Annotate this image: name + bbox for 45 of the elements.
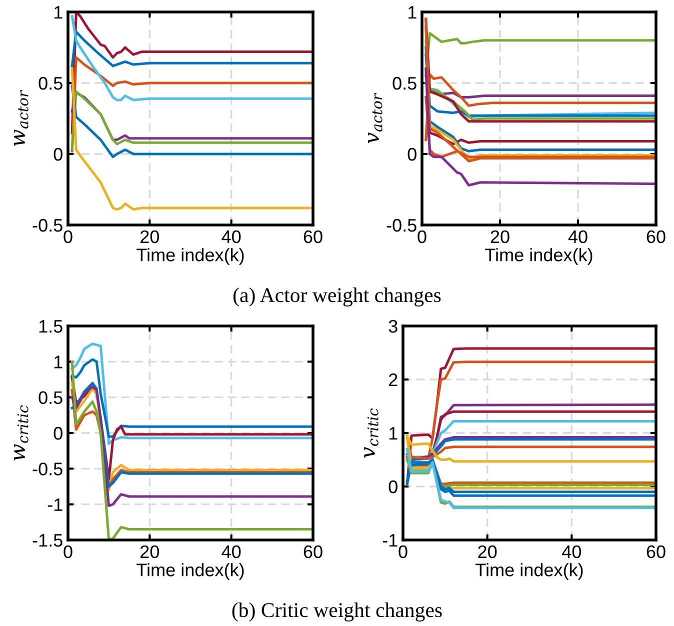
y-tick-label: 1 xyxy=(54,356,62,368)
x-tick-label: 60 xyxy=(304,230,322,244)
x-tick-label: 40 xyxy=(568,230,588,244)
y-tick-label: -1 xyxy=(48,498,62,511)
y-axis-title: w$_{actor}$ xyxy=(14,90,28,146)
y-tick-label: 0.5 xyxy=(392,76,416,90)
x-tick-label: 40 xyxy=(222,230,241,244)
y-tick-label: -0.5 xyxy=(32,218,62,232)
x-tick-label: 20 xyxy=(140,545,160,558)
y-tick-label: 1 xyxy=(408,6,416,19)
x-tick-label: 20 xyxy=(478,545,497,558)
x-tick-label: 40 xyxy=(562,545,582,558)
x-tick-label: 0 xyxy=(64,545,72,558)
y-tick-label: -0.5 xyxy=(386,218,416,232)
x-tick-label: 20 xyxy=(490,230,510,244)
y-tick-label: 1 xyxy=(54,6,62,19)
x-axis-title: Time index(k) xyxy=(136,563,244,580)
x-tick-label: 60 xyxy=(646,545,666,558)
y-tick-label: 0 xyxy=(54,148,62,161)
x-axis-title: Time index(k) xyxy=(485,248,592,265)
x-tick-label: 20 xyxy=(140,230,160,244)
x-axis-title: Time index(k) xyxy=(476,563,583,580)
y-tick-label: 0 xyxy=(408,148,416,161)
y-tick-label: 0.5 xyxy=(38,76,62,90)
y-tick-label: 0 xyxy=(388,480,398,494)
text: (b) Critic weight changes xyxy=(232,602,442,622)
y-tick-label: 1.5 xyxy=(39,320,62,333)
y-axis-title: w$_{critic}$ xyxy=(14,405,28,460)
x-tick-label: 60 xyxy=(304,545,322,558)
y-tick-label: -1 xyxy=(382,534,398,547)
y-tick-label: 2 xyxy=(389,373,398,386)
y-tick-label: 0 xyxy=(54,426,62,440)
x-axis-title: Time index(k) xyxy=(136,248,244,265)
x-tick-label: 0 xyxy=(418,230,426,244)
y-tick-label: -0.5 xyxy=(32,462,62,476)
x-tick-label: 40 xyxy=(222,545,241,558)
y-axis-title: v$_{critic}$ xyxy=(364,408,378,458)
y-tick-label: 0.5 xyxy=(38,391,62,404)
text: (a) Actor weight changes xyxy=(233,288,441,306)
x-tick-label: 0 xyxy=(64,230,72,244)
x-tick-label: 60 xyxy=(646,230,666,244)
y-tick-label: -1.5 xyxy=(32,534,62,547)
y-tick-label: 1 xyxy=(389,427,398,440)
y-axis-title: v$_{actor}$ xyxy=(368,92,382,144)
y-tick-label: 3 xyxy=(388,320,398,333)
